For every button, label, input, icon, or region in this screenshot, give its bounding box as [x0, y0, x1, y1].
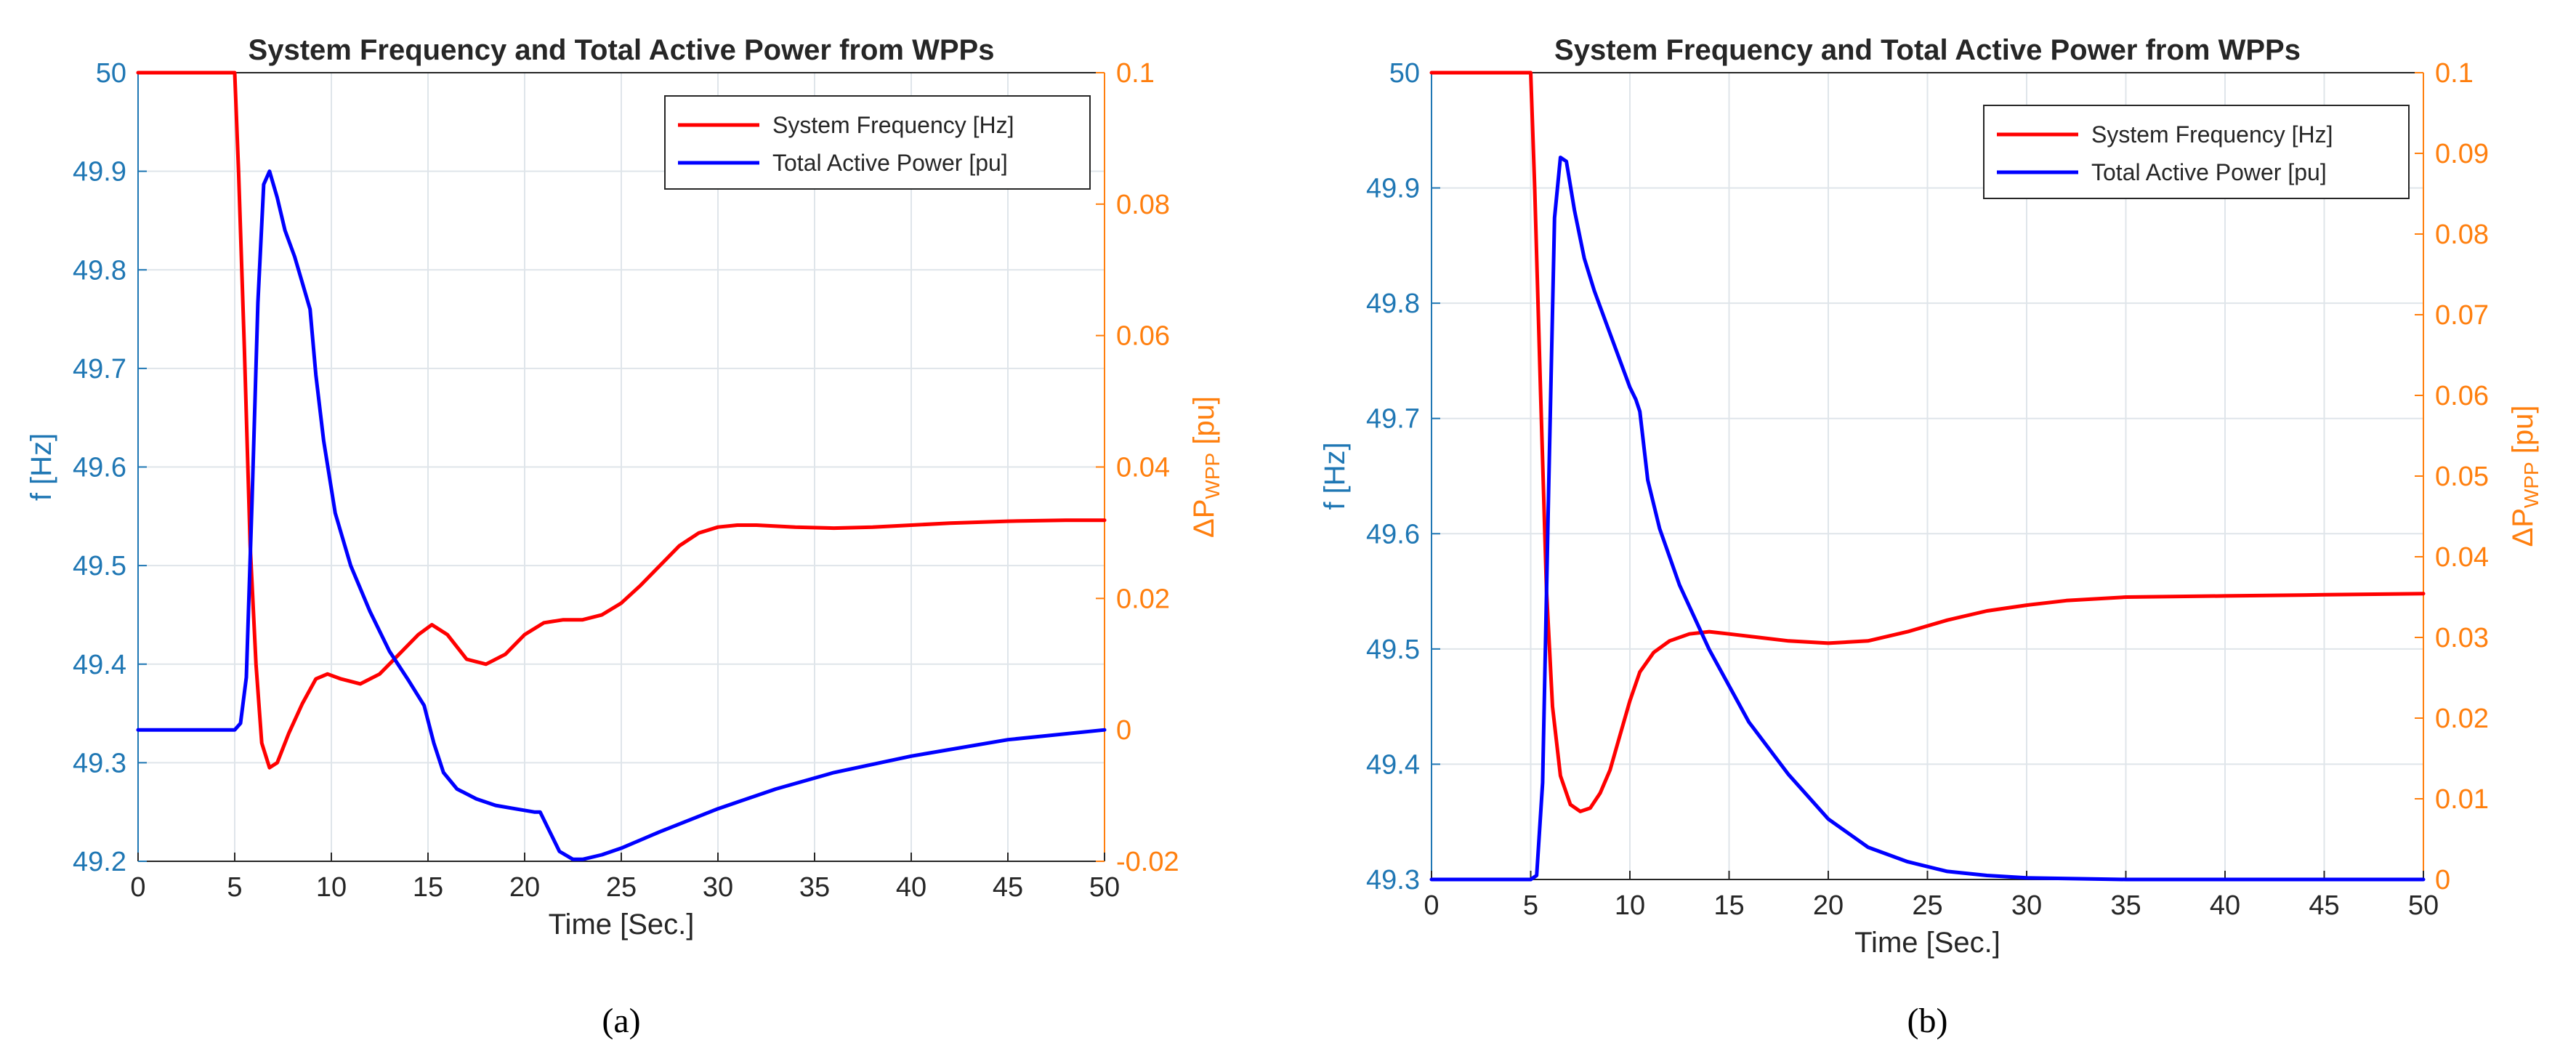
panel-a-left-tick-label: 49.5	[73, 551, 126, 581]
panel-b-caption: (b)	[1907, 1002, 1948, 1040]
panel-a-left-tick-label: 49.6	[73, 453, 126, 483]
panel-b-right-tick-label: 0.05	[2435, 462, 2489, 492]
panel-b-right-tick-label: 0.07	[2435, 300, 2489, 331]
panel-a-x-tick-label: 50	[1089, 872, 1120, 903]
panel-b-right-axis-label-unit: [pu]	[2507, 405, 2539, 462]
panel-a-left-tick-label: 49.3	[73, 748, 126, 778]
panel-a-power-series-line	[136, 169, 1107, 861]
panel-a-right-tick-label: 0.08	[1116, 190, 1170, 220]
panel-a-right-tick-label: 0.06	[1116, 321, 1170, 352]
panel-b-legend: System Frequency [Hz] Total Active Power …	[1983, 105, 2410, 199]
panel-a-left-tick-label: 49.4	[73, 650, 126, 680]
panel-b-right-tick-label: 0.08	[2435, 220, 2489, 250]
panel-a-left-tick-label: 49.2	[73, 847, 126, 877]
panel-a-right-axis-label: ΔPWPP [pu]	[1188, 396, 1224, 538]
panel-b: 0 5 10 15 20 25 30 35 40 45 50 49.3 49.4 49.5 49.6 49.7…	[1319, 34, 2543, 1040]
panel-b-x-tick-label: 5	[1523, 890, 1538, 921]
panel-b-x-tick-label: 15	[1713, 890, 1744, 921]
panel-b-legend-label: Total Active Power [pu]	[2091, 159, 2327, 185]
panel-a-left-tick-label: 49.9	[73, 157, 126, 188]
panel-b-title: System Frequency and Total Active Power …	[1554, 34, 2301, 66]
panel-b-x-tick-label: 0	[1424, 890, 1439, 921]
panel-b-right-axis-label-main: ΔP	[2507, 508, 2539, 547]
panel-a-x-tick-label: 35	[799, 872, 830, 903]
panel-b-frequency-series-line	[1429, 71, 2426, 813]
panel-b-x-tick-label: 45	[2309, 890, 2339, 921]
panel-a-right-tick-label: 0	[1116, 715, 1131, 746]
panel-a-x-tick-label: 45	[993, 872, 1023, 903]
panel-a-frequency-series-line	[136, 71, 1107, 770]
panel-b-x-tick-label: 50	[2408, 890, 2439, 921]
panel-b-left-tick-label: 49.7	[1366, 404, 1420, 435]
panel-a-right-tick-label: 0.02	[1116, 584, 1170, 614]
panel-b-x-axis-label: Time [Sec.]	[1854, 927, 2000, 959]
panel-a-legend: System Frequency [Hz] Total Active Power …	[664, 95, 1091, 190]
panel-a-legend-label: System Frequency [Hz]	[772, 112, 1014, 138]
panel-b-x-tick-label: 40	[2210, 890, 2240, 921]
panel-a-right-axis-label-main: ΔP	[1188, 499, 1220, 538]
panel-a-x-tick-label: 20	[509, 872, 540, 903]
panel-a-caption: (a)	[602, 1002, 640, 1040]
panel-a-x-tick-label: 0	[130, 872, 145, 903]
panel-a-title: System Frequency and Total Active Power …	[249, 34, 995, 66]
panel-a-left-axis-label: f [Hz]	[25, 433, 57, 501]
panel-a-legend-label: Total Active Power [pu]	[772, 150, 1008, 176]
panel-b-power-series-line	[1429, 156, 2426, 882]
panel-b-right-tick-label: 0.06	[2435, 381, 2489, 411]
panel-b-right-tick-label: 0.1	[2435, 58, 2474, 89]
panel-b-left-tick-label: 49.4	[1366, 749, 1420, 780]
panel-a-x-axis-label: Time [Sec.]	[549, 909, 695, 941]
panel-a-left-tick-label: 49.8	[73, 255, 126, 286]
panel-b-right-tick-label: 0.01	[2435, 784, 2489, 815]
panel-b-right-tick-label: 0.03	[2435, 623, 2489, 653]
panel-b-right-tick-label: 0.09	[2435, 139, 2489, 169]
panel-a-x-tick-label: 15	[413, 872, 443, 903]
panel-a-left-tick-label: 49.7	[73, 354, 126, 384]
panel-b-x-tick-label: 10	[1615, 890, 1645, 921]
panel-b-right-tick-label: 0.04	[2435, 542, 2489, 573]
panel-b-left-tick-label: 49.8	[1366, 289, 1420, 319]
panel-b-right-axis-label-subscript: WPP	[2520, 462, 2543, 508]
panel-b-x-tick-label: 30	[2011, 890, 2042, 921]
panel-a-right-axis-label-subscript: WPP	[1201, 453, 1224, 499]
panel-a-right-tick-label: 0.04	[1116, 453, 1170, 483]
panel-b-left-tick-label: 50	[1389, 58, 1420, 89]
panel-b-left-tick-label: 49.9	[1366, 174, 1420, 204]
panel-b-x-tick-label: 25	[1912, 890, 1942, 921]
panel-a-right-tick-label: 0.1	[1116, 58, 1155, 89]
panel-a-legend-box	[664, 95, 1091, 190]
panel-a-x-tick-label: 10	[316, 872, 347, 903]
panel-a-left-tick-label: 50	[96, 58, 126, 89]
panel-b-left-tick-label: 49.6	[1366, 519, 1420, 549]
panel-a-right-axis-label-unit: [pu]	[1188, 396, 1220, 453]
panel-b-left-tick-label: 49.3	[1366, 865, 1420, 895]
panel-b-x-tick-label: 20	[1813, 890, 1844, 921]
panel-b-right-axis-label: ΔPWPP [pu]	[2507, 405, 2543, 547]
panel-a-x-tick-label: 40	[896, 872, 926, 903]
panel-b-right-tick-label: 0	[2435, 865, 2450, 895]
panel-b-left-tick-label: 49.5	[1366, 635, 1420, 665]
panel-a-x-tick-label: 5	[227, 872, 242, 903]
panel-b-right-tick-label: 0.02	[2435, 704, 2489, 734]
panel-a: 0 5 10 15 20 25 30 35 40 45 50 49.2 49.3 49.4 49.5 49.6…	[25, 34, 1224, 1040]
panel-b-left-axis-label: f [Hz]	[1319, 442, 1351, 510]
panel-b-legend-box	[1983, 105, 2410, 199]
panel-a-right-tick-label: -0.02	[1116, 847, 1179, 877]
panel-a-x-tick-label: 30	[703, 872, 733, 903]
panel-b-legend-label: System Frequency [Hz]	[2091, 121, 2333, 148]
panel-b-x-tick-label: 35	[2110, 890, 2141, 921]
panel-a-x-tick-label: 25	[606, 872, 637, 903]
